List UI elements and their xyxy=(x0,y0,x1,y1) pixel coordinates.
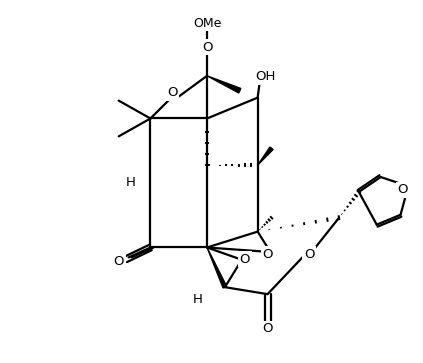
Text: O: O xyxy=(262,322,273,335)
Text: O: O xyxy=(304,248,314,261)
Text: O: O xyxy=(113,255,124,268)
Text: O: O xyxy=(202,41,212,53)
Text: O: O xyxy=(397,183,408,196)
Text: O: O xyxy=(167,86,178,99)
Polygon shape xyxy=(207,76,241,93)
Polygon shape xyxy=(207,248,227,288)
Text: OH: OH xyxy=(255,70,276,83)
Text: O: O xyxy=(262,248,273,261)
Text: O: O xyxy=(239,253,250,266)
Text: OMe: OMe xyxy=(193,17,221,30)
Text: H: H xyxy=(126,176,135,189)
Polygon shape xyxy=(258,147,273,165)
Text: H: H xyxy=(193,293,203,306)
